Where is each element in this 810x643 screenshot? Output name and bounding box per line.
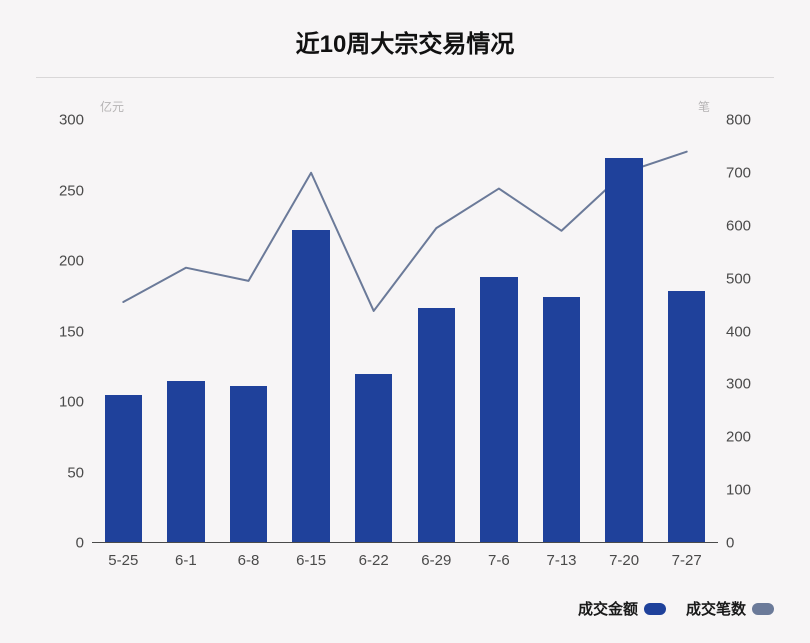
bar [105, 395, 143, 542]
ytick-left: 150 [40, 323, 84, 340]
bar [543, 297, 581, 542]
bar [480, 277, 518, 542]
bar [167, 381, 205, 542]
xtick: 6-15 [296, 552, 326, 569]
bar [418, 308, 456, 542]
xtick: 6-22 [359, 552, 389, 569]
ytick-left: 200 [40, 253, 84, 270]
legend-bar-swatch [644, 603, 666, 615]
xtick: 6-1 [175, 552, 197, 569]
legend-line-label: 成交笔数 [686, 598, 746, 619]
xtick: 7-27 [672, 552, 702, 569]
bar [605, 158, 643, 542]
xtick: 7-6 [488, 552, 510, 569]
chart-container: 近10周大宗交易情况 亿元 笔 0 50 100 150 200 250 300 0 100 2… [0, 0, 810, 643]
ytick-right: 800 [726, 112, 770, 129]
bar [230, 386, 268, 543]
legend-line-swatch [752, 603, 774, 615]
ytick-left: 100 [40, 394, 84, 411]
xtick: 5-25 [108, 552, 138, 569]
legend-bar-label: 成交金额 [578, 598, 638, 619]
bar [292, 230, 330, 542]
legend: 成交金额 成交笔数 [578, 598, 774, 619]
ytick-right: 400 [726, 323, 770, 340]
legend-item-line: 成交笔数 [686, 598, 774, 619]
xtick: 7-20 [609, 552, 639, 569]
ytick-right: 0 [726, 535, 770, 552]
ytick-left: 50 [40, 464, 84, 481]
xtick: 6-29 [421, 552, 451, 569]
left-axis-unit: 亿元 [100, 98, 124, 115]
xtick: 6-8 [238, 552, 260, 569]
ytick-left: 300 [40, 112, 84, 129]
right-axis-unit: 笔 [698, 98, 710, 115]
ytick-left: 250 [40, 182, 84, 199]
chart-area: 亿元 笔 0 50 100 150 200 250 300 0 100 200 300 400 500… [36, 90, 774, 573]
ytick-right: 700 [726, 164, 770, 181]
ytick-left: 0 [40, 535, 84, 552]
ytick-right: 300 [726, 376, 770, 393]
bar [668, 291, 706, 542]
xtick: 7-13 [546, 552, 576, 569]
plot-area [92, 120, 718, 543]
bar [355, 374, 393, 542]
chart-title: 近10周大宗交易情况 [0, 0, 810, 77]
ytick-right: 500 [726, 270, 770, 287]
legend-item-bar: 成交金额 [578, 598, 666, 619]
title-underline [36, 77, 774, 78]
ytick-right: 200 [726, 429, 770, 446]
ytick-right: 600 [726, 217, 770, 234]
ytick-right: 100 [726, 482, 770, 499]
